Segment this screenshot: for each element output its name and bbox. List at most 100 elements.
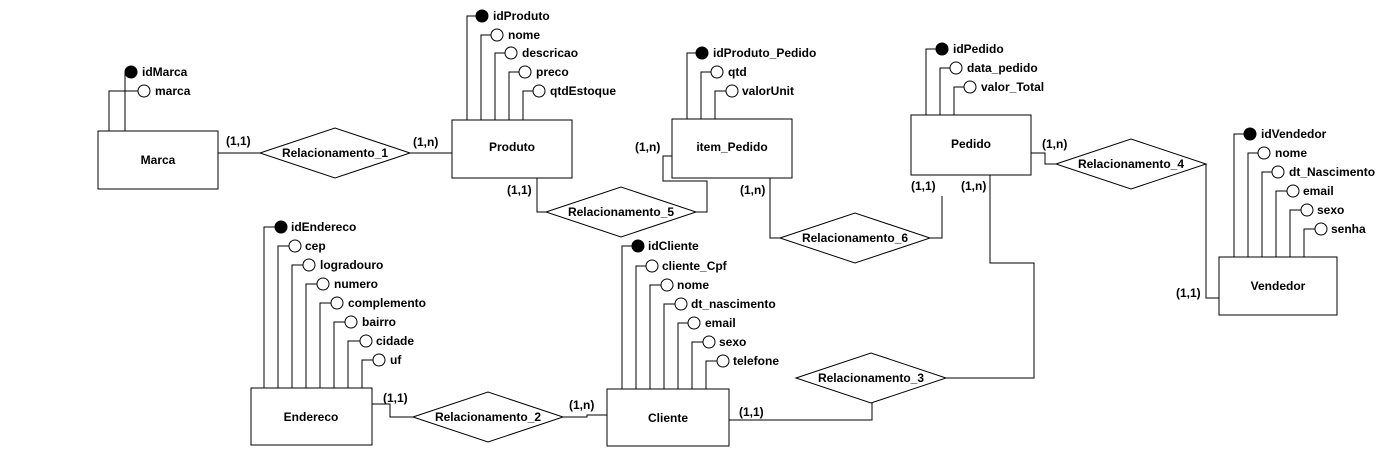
attribute-marca-0[interactable]: idMarca [124,65,188,79]
attribute-label: idPedido [953,42,1004,56]
entity-produto[interactable]: Produto [451,119,573,179]
attribute-endereco-2[interactable]: logradouro [302,258,383,272]
attribute-label: sexo [719,335,746,349]
attribute-endereco-4[interactable]: complemento [330,296,426,310]
entity-endereco[interactable]: Endereco [250,387,373,446]
cardinality-produto-r5: (1,1) [507,183,532,197]
cardinality-pedido-r4: (1,n) [1042,137,1067,151]
attribute-produto-0[interactable]: idProduto [475,9,550,23]
relationship-4[interactable]: Relacionamento_4 [1054,138,1208,190]
attribute-label: cep [305,239,326,253]
attribute-label: idProduto_Pedido [713,46,816,60]
relationship-label-4: Relacionamento_4 [1078,157,1184,171]
primary-key-icon [935,42,949,56]
entity-label-pedido: Pedido [951,137,991,151]
entity-vendedor[interactable]: Vendedor [1218,256,1338,316]
attribute-produto-1[interactable]: nome [490,28,540,42]
attribute-label: bairro [362,315,396,329]
attribute-endereco-7[interactable]: uf [372,353,402,367]
attribute-pedido-1[interactable]: data_pedido [949,61,1038,75]
attribute-icon [330,296,344,310]
attribute-cliente-6[interactable]: telefone [716,354,779,368]
relationship-2[interactable]: Relacionamento_2 [411,391,565,443]
attribute-produto-4[interactable]: qtdEstoque [532,84,616,98]
relationship-5[interactable]: Relacionamento_5 [544,186,698,238]
attribute-icon [1271,165,1285,179]
relationship-label-1: Relacionamento_1 [282,146,388,160]
attribute-endereco-5[interactable]: bairro [344,315,396,329]
attribute-icon [532,84,546,98]
relationship-6[interactable]: Relacionamento_6 [778,212,932,264]
attribute-cliente-1[interactable]: cliente_Cpf [645,259,728,273]
entity-marca[interactable]: Marca [97,130,219,190]
attribute-endereco-1[interactable]: cep [288,239,326,253]
attribute-vendedor-4[interactable]: sexo [1300,203,1344,217]
attribute-icon [725,84,739,98]
attribute-label: logradouro [320,258,383,272]
attribute-label: nome [508,28,540,42]
attribute-icon [372,353,386,367]
primary-key-icon [695,46,709,60]
attribute-label: idEndereco [291,220,356,234]
attribute-label: nome [1275,146,1307,160]
attribute-cliente-0[interactable]: idCliente [631,239,699,253]
attribute-produto-3[interactable]: preco [518,65,569,79]
attribute-endereco-0[interactable]: idEndereco [274,220,356,234]
attribute-endereco-6[interactable]: cidade [359,334,414,348]
attribute-icon [710,65,724,79]
attribute-vendedor-1[interactable]: nome [1257,146,1307,160]
attribute-label: idProduto [493,9,550,23]
attribute-marca-1[interactable]: marca [137,84,191,98]
attribute-label: idVendedor [1261,127,1327,141]
attribute-icon [949,61,963,75]
attribute-vendedor-5[interactable]: senha [1314,222,1366,236]
attribute-icon [674,297,688,311]
attribute-label: valorUnit [742,84,794,98]
primary-key-icon [1243,127,1257,141]
attribute-produto-2[interactable]: descricao [504,46,578,60]
attribute-endereco-3[interactable]: numero [316,277,378,291]
attribute-cliente-2[interactable]: nome [660,278,709,292]
attribute-label: nome [677,278,709,292]
attribute-cliente-3[interactable]: dt_nascimento [674,297,776,311]
attribute-item-pedido-1[interactable]: qtd [710,65,747,79]
attribute-label: senha [1331,222,1366,236]
attribute-label: preco [536,65,569,79]
entity-pedido[interactable]: Pedido [910,114,1032,176]
relationship-label-6: Relacionamento_6 [802,231,908,245]
attribute-vendedor-2[interactable]: dt_Nascimento [1271,165,1375,179]
attribute-icon [288,239,302,253]
attribute-icon [137,84,151,98]
attribute-cliente-4[interactable]: email [687,316,736,330]
attribute-item-pedido-0[interactable]: idProduto_Pedido [695,46,816,60]
attribute-vendedor-0[interactable]: idVendedor [1243,127,1327,141]
attribute-icon [1286,184,1300,198]
attribute-vendedor-3[interactable]: email [1286,184,1334,198]
attribute-icon [359,334,373,348]
entity-label-marca: Marca [141,153,176,167]
attribute-pedido-0[interactable]: idPedido [935,42,1004,56]
attribute-cliente-5[interactable]: sexo [702,335,746,349]
entity-item-pedido[interactable]: item_Pedido [671,118,793,179]
attribute-label: uf [390,353,402,367]
cardinality-produto-r1: (1,n) [413,135,438,149]
cardinality-pedido-r6: (1,1) [911,179,936,193]
cardinality-pedido-r3: (1,n) [961,179,986,193]
attribute-label: telefone [733,354,779,368]
entity-cliente[interactable]: Cliente [606,388,730,447]
attribute-label: sexo [1317,203,1344,217]
attribute-icon [344,315,358,329]
attribute-icon [490,28,504,42]
attribute-icon [702,335,716,349]
relationship-1[interactable]: Relacionamento_1 [258,127,412,179]
attribute-pedido-2[interactable]: valor_Total [963,80,1044,94]
attribute-label: marca [155,84,191,98]
attribute-label: numero [334,277,378,291]
attribute-item-pedido-2[interactable]: valorUnit [725,84,794,98]
primary-key-icon [124,65,138,79]
relationship-3[interactable]: Relacionamento_3 [794,352,948,404]
attribute-icon [1300,203,1314,217]
attribute-label: valor_Total [981,80,1044,94]
